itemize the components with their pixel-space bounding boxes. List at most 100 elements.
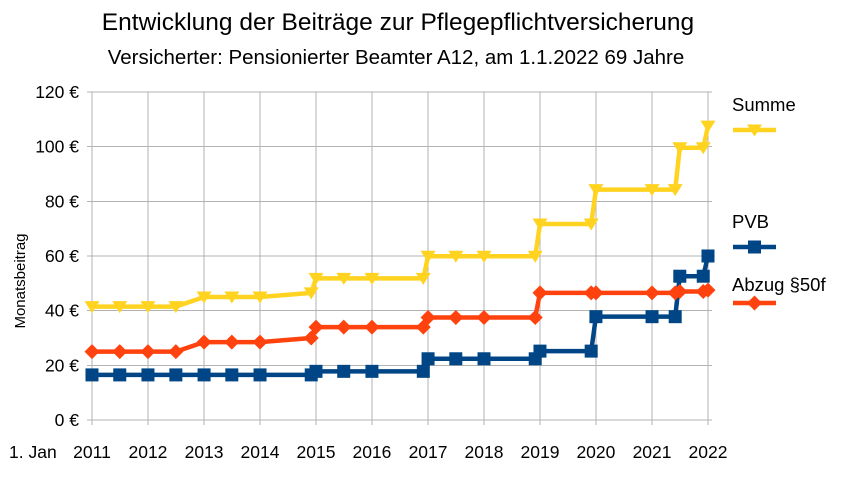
x-tick-label: 2014	[241, 442, 280, 462]
point-summe	[527, 250, 543, 263]
x-tick-label: 2012	[128, 442, 167, 462]
point-abzug-50f	[364, 319, 380, 335]
point-abzug-50f	[252, 334, 268, 350]
point-summe	[336, 272, 352, 285]
point-abzug-50f	[700, 282, 716, 298]
point-abzug-50f	[196, 334, 212, 350]
point-summe	[84, 301, 100, 314]
point-abzug-50f	[303, 330, 319, 346]
point-abzug-50f	[84, 344, 100, 360]
point-summe	[252, 291, 268, 304]
point-abzug-50f	[420, 310, 436, 325]
point-summe	[583, 218, 599, 231]
point-pvb	[645, 310, 659, 324]
legend: Summe PVB Abzug §50f	[732, 94, 826, 311]
point-summe	[644, 184, 660, 197]
y-tick-label: 100 €	[35, 137, 79, 157]
point-pvb	[365, 364, 379, 378]
point-abzug-50f	[644, 285, 660, 301]
point-pvb	[673, 269, 687, 283]
x-tick-label: 2013	[185, 442, 224, 462]
x-tick-label: 2011	[73, 442, 111, 462]
series-summe	[84, 120, 716, 314]
point-abzug-50f	[672, 284, 688, 300]
point-pvb	[225, 368, 239, 382]
point-summe	[415, 272, 431, 285]
point-summe	[448, 250, 464, 263]
point-pvb	[668, 310, 682, 324]
chart-subtitle: Versicherter: Pensionierter Beamter A12,…	[108, 46, 685, 69]
legend-marker-abzug-50f	[747, 295, 762, 311]
point-pvb	[169, 368, 183, 382]
point-pvb	[309, 364, 323, 378]
point-summe	[196, 291, 212, 304]
point-abzug-50f	[532, 285, 548, 301]
point-pvb	[584, 344, 598, 358]
y-tick-label: 120 €	[35, 82, 79, 102]
point-summe	[140, 301, 156, 314]
point-pvb	[416, 364, 430, 378]
point-abzug-50f	[448, 310, 464, 325]
point-pvb	[253, 368, 267, 382]
plot-axes: 0 € 20 € 40 € 60 € 80 € 100 € 120 € 2011 2012 201…	[35, 82, 727, 462]
chart-title: Entwicklung der Beiträge zur Pflegepflic…	[102, 9, 694, 36]
point-pvb	[197, 368, 211, 382]
y-axis-label: Monatsbeitrag	[12, 233, 29, 328]
x-tick-label: 2021	[633, 442, 672, 462]
point-pvb	[533, 344, 547, 358]
point-summe	[667, 184, 683, 197]
point-pvb	[141, 368, 155, 382]
point-summe	[588, 184, 604, 197]
y-tick-label: 0 €	[55, 410, 80, 430]
point-abzug-50f	[588, 285, 604, 301]
series-abzug-50f	[84, 282, 716, 360]
y-tick-label: 40 €	[45, 301, 79, 321]
point-summe	[308, 272, 324, 285]
y-tick-label: 20 €	[45, 355, 79, 375]
point-pvb	[477, 352, 491, 366]
point-pvb	[113, 368, 127, 382]
point-abzug-50f	[308, 319, 324, 335]
point-summe	[364, 272, 380, 285]
x-tick-label: 2020	[576, 442, 615, 462]
y-tick-label: 80 €	[45, 191, 79, 211]
x-tick-label: 2016	[352, 442, 391, 462]
x-tick-label: 2019	[521, 442, 560, 462]
point-pvb	[696, 269, 710, 283]
point-abzug-50f	[527, 310, 543, 325]
plot-series	[84, 120, 716, 382]
point-pvb	[701, 249, 715, 263]
point-summe	[695, 142, 711, 155]
point-pvb	[421, 352, 435, 366]
point-pvb	[337, 364, 351, 378]
point-summe	[672, 142, 688, 155]
legend-item-pvb: PVB	[732, 211, 776, 254]
point-summe	[224, 291, 240, 304]
legend-marker-pvb	[748, 240, 761, 254]
point-summe	[420, 250, 436, 263]
point-abzug-50f	[112, 344, 128, 360]
x-axis-label: 1. Jan	[9, 442, 57, 462]
point-summe	[112, 301, 128, 314]
x-tick-label: 2017	[409, 442, 448, 462]
x-tick-label: 2018	[465, 442, 504, 462]
y-tick-label: 60 €	[45, 246, 79, 266]
legend-label-summe: Summe	[732, 94, 796, 115]
point-abzug-50f	[168, 344, 184, 360]
x-tick-label: 2022	[689, 442, 728, 462]
point-summe	[303, 287, 319, 300]
point-abzug-50f	[336, 319, 352, 335]
point-abzug-50f	[476, 310, 492, 325]
point-pvb	[589, 310, 603, 324]
legend-label-abzug-50f: Abzug §50f	[732, 274, 826, 295]
point-summe	[476, 250, 492, 263]
point-abzug-50f	[140, 344, 156, 360]
x-tick-label: 2015	[297, 442, 336, 462]
point-summe	[168, 301, 184, 314]
series-pvb	[85, 249, 715, 382]
legend-label-pvb: PVB	[732, 211, 769, 232]
legend-marker-summe	[747, 124, 762, 137]
legend-item-abzug-50f: Abzug §50f	[732, 274, 826, 311]
